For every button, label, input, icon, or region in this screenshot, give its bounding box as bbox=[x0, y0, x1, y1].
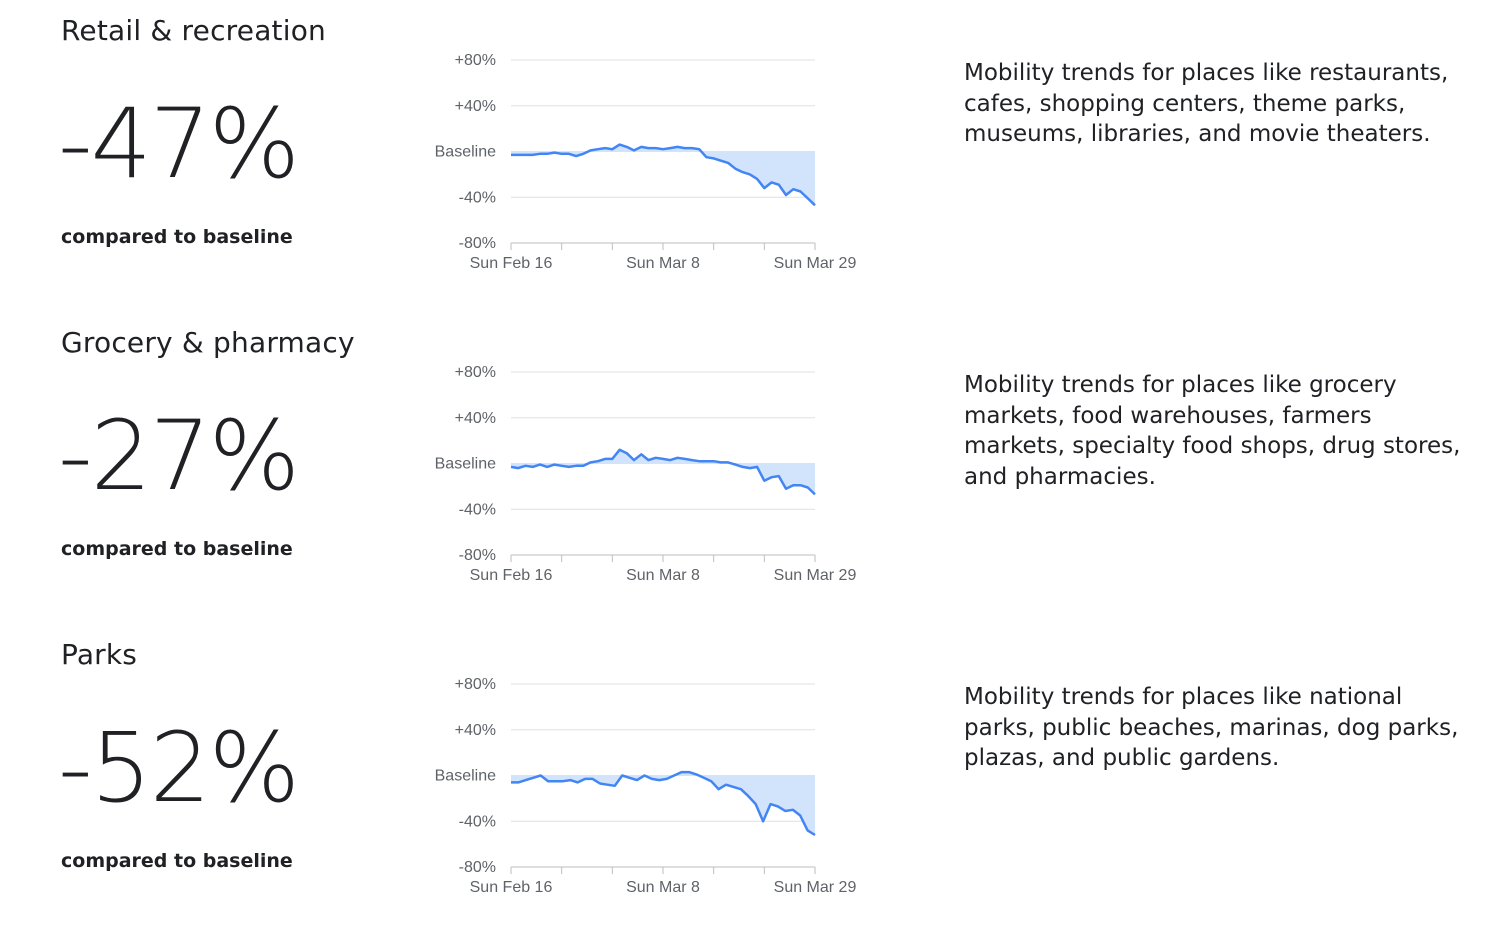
y-tick-label: -80% bbox=[459, 235, 496, 252]
y-tick-label: +40% bbox=[455, 722, 496, 739]
mobility-section: Parks -52% compared to baseline +80% +40%… bbox=[0, 624, 1502, 936]
x-tick-label: Sun Mar 8 bbox=[626, 255, 700, 272]
trend-line bbox=[511, 770, 816, 837]
y-tick-label: -40% bbox=[459, 813, 496, 830]
compared-label: compared to baseline bbox=[61, 538, 293, 560]
x-tick-label: Sun Mar 8 bbox=[626, 879, 700, 896]
area-fill bbox=[511, 449, 815, 495]
percent-change: -52% bbox=[58, 712, 300, 824]
compared-label: compared to baseline bbox=[61, 226, 293, 248]
mobility-section: Retail & recreation -47% compared to bas… bbox=[0, 0, 1502, 312]
y-tick-label: +80% bbox=[455, 364, 496, 381]
x-tick-label: Sun Mar 8 bbox=[626, 567, 700, 584]
y-tick-label: -80% bbox=[459, 547, 496, 564]
trend-chart: +80% +40% Baseline -40% -80% Sun Feb 16 Sun Ma… bbox=[435, 676, 857, 896]
x-tick-label: Sun Feb 16 bbox=[470, 255, 553, 272]
x-tick-label: Sun Mar 29 bbox=[774, 567, 857, 584]
area-fill bbox=[511, 144, 815, 206]
y-tick-label: +80% bbox=[455, 52, 496, 69]
y-tick-label: Baseline bbox=[435, 768, 496, 785]
x-tick-label: Sun Mar 29 bbox=[774, 879, 857, 896]
compared-label: compared to baseline bbox=[61, 850, 293, 872]
y-tick-label: Baseline bbox=[435, 144, 496, 161]
x-tick-label: Sun Feb 16 bbox=[470, 879, 553, 896]
trend-line bbox=[510, 448, 816, 496]
category-title: Grocery & pharmacy bbox=[61, 326, 355, 359]
y-tick-label: +80% bbox=[455, 676, 496, 693]
percent-change: -47% bbox=[58, 88, 300, 200]
x-tick-label: Sun Feb 16 bbox=[470, 567, 553, 584]
category-title: Retail & recreation bbox=[61, 14, 326, 47]
y-tick-label: -80% bbox=[459, 859, 496, 876]
trend-line bbox=[511, 143, 816, 207]
category-description: Mobility trends for places like national… bbox=[964, 684, 1459, 771]
trend-chart: +80% +40% Baseline -40% -80% Sun Feb 16 Sun Ma… bbox=[435, 52, 857, 272]
y-tick-label: -40% bbox=[459, 189, 496, 206]
trend-chart: +80% +40% Baseline -40% -80% Sun Feb 16 Sun Ma… bbox=[435, 364, 857, 584]
percent-change: -27% bbox=[58, 400, 300, 512]
y-tick-label: Baseline bbox=[435, 456, 496, 473]
y-tick-label: +40% bbox=[455, 98, 496, 115]
category-description: Mobility trends for places like restaura… bbox=[964, 60, 1449, 147]
y-tick-label: -40% bbox=[459, 501, 496, 518]
category-description: Mobility trends for places like grocery … bbox=[964, 372, 1461, 490]
category-title: Parks bbox=[61, 638, 138, 671]
y-tick-label: +40% bbox=[455, 410, 496, 427]
x-tick-label: Sun Mar 29 bbox=[774, 255, 857, 272]
mobility-section: Grocery & pharmacy -27% compared to base… bbox=[0, 312, 1502, 624]
